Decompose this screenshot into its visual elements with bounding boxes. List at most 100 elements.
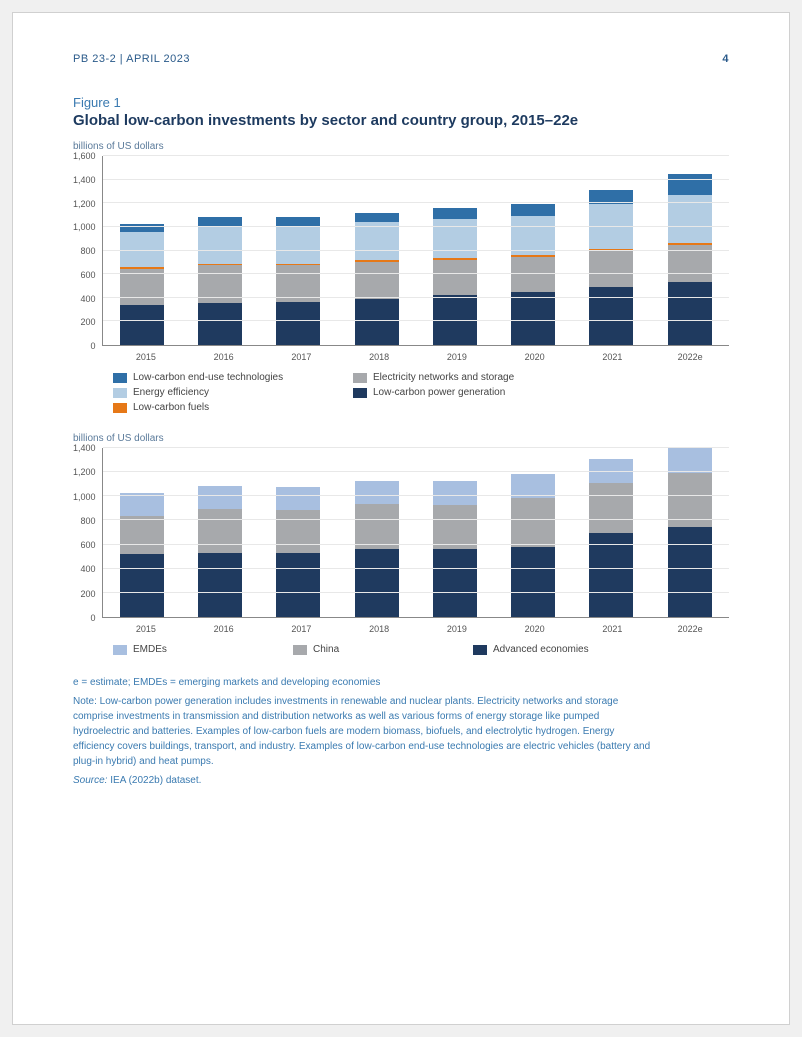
legend-label: EMDEs: [133, 644, 167, 655]
notes-body: Note: Low-carbon power generation includ…: [73, 694, 653, 769]
bar: [276, 487, 320, 617]
chart1-legend: Low-carbon end-use technologiesElectrici…: [113, 372, 653, 413]
chart2-y-axis: 1,4001,2001,0008006004002000: [73, 448, 102, 618]
bar-segment: [276, 510, 320, 553]
legend-swatch: [113, 645, 127, 655]
page-number: 4: [722, 53, 729, 65]
chart2-x-axis: 20152016201720182019202020212022e: [107, 624, 729, 634]
x-tick-label: 2020: [513, 624, 557, 634]
legend-label: China: [313, 644, 339, 655]
page-header: PB 23-2 | APRIL 2023 4: [73, 53, 729, 65]
bar-segment: [276, 226, 320, 264]
legend-swatch: [113, 373, 127, 383]
source-text: IEA (2022b) dataset.: [107, 775, 201, 786]
legend-swatch: [293, 645, 307, 655]
legend-item: Low-carbon fuels: [113, 402, 333, 413]
document-page: PB 23-2 | APRIL 2023 4 Figure 1 Global l…: [12, 12, 790, 1025]
chart2-plot: [102, 448, 729, 618]
bar: [120, 493, 164, 617]
grid-line: [103, 179, 729, 180]
grid-line: [103, 544, 729, 545]
chart2-y-label: billions of US dollars: [73, 433, 729, 444]
bar-segment: [511, 547, 555, 617]
bar-segment: [355, 299, 399, 345]
bar: [355, 213, 399, 345]
legend-label: Low-carbon end-use technologies: [133, 372, 283, 383]
bar-segment: [511, 204, 555, 216]
x-tick-label: 2017: [279, 352, 323, 362]
legend-swatch: [353, 373, 367, 383]
grid-line: [103, 447, 729, 448]
bar-segment: [589, 533, 633, 617]
bar-segment: [120, 493, 164, 516]
bar-segment: [433, 549, 477, 617]
grid-line: [103, 471, 729, 472]
x-tick-label: 2016: [202, 352, 246, 362]
x-tick-label: 2021: [590, 352, 634, 362]
bar: [589, 459, 633, 617]
x-tick-label: 2016: [202, 624, 246, 634]
figure-title: Global low-carbon investments by sector …: [73, 112, 729, 129]
bar-segment: [589, 483, 633, 533]
grid-line: [103, 273, 729, 274]
grid-line: [103, 297, 729, 298]
bar-segment: [511, 257, 555, 291]
legend-item: Low-carbon end-use technologies: [113, 372, 333, 383]
bar-segment: [276, 217, 320, 225]
bar-segment: [589, 251, 633, 287]
grid-line: [103, 568, 729, 569]
x-tick-label: 2021: [590, 624, 634, 634]
bar-segment: [433, 505, 477, 549]
x-tick-label: 2022e: [668, 624, 712, 634]
bar-segment: [276, 302, 320, 345]
legend-label: Energy efficiency: [133, 387, 209, 398]
chart2: 1,4001,2001,0008006004002000: [73, 448, 729, 618]
bar: [120, 224, 164, 345]
bar: [276, 217, 320, 345]
chart1-x-axis: 20152016201720182019202020212022e: [107, 352, 729, 362]
bar-segment: [355, 262, 399, 299]
x-tick-label: 2022e: [668, 352, 712, 362]
chart1-plot: [102, 156, 729, 346]
notes-abbrev: e = estimate; EMDEs = emerging markets a…: [73, 675, 653, 690]
bar-segment: [433, 481, 477, 505]
notes-source: Source: IEA (2022b) dataset.: [73, 773, 653, 788]
grid-line: [103, 226, 729, 227]
bar: [433, 481, 477, 617]
bar-segment: [433, 208, 477, 219]
bar-segment: [120, 269, 164, 305]
legend-item: Energy efficiency: [113, 387, 333, 398]
bar-segment: [511, 292, 555, 345]
header-left: PB 23-2 | APRIL 2023: [73, 53, 190, 65]
chart1-y-label: billions of US dollars: [73, 141, 729, 152]
bar-segment: [355, 481, 399, 504]
x-tick-label: 2017: [279, 624, 323, 634]
bar-segment: [198, 217, 242, 225]
bar-segment: [198, 509, 242, 553]
chart1-y-axis: 1,6001,4001,2001,0008006004002000: [73, 156, 102, 346]
bar-segment: [198, 226, 242, 264]
bar-segment: [198, 303, 242, 345]
bar-segment: [276, 553, 320, 617]
bar: [198, 217, 242, 345]
legend-swatch: [353, 388, 367, 398]
chart1: 1,6001,4001,2001,0008006004002000: [73, 156, 729, 346]
x-tick-label: 2018: [357, 624, 401, 634]
bar-segment: [668, 527, 712, 617]
bar-segment: [355, 549, 399, 617]
bar-segment: [433, 219, 477, 258]
bar-segment: [589, 287, 633, 345]
grid-line: [103, 155, 729, 156]
bar-segment: [668, 282, 712, 345]
bar: [198, 486, 242, 617]
bar: [668, 174, 712, 345]
bar-segment: [198, 486, 242, 509]
bar-segment: [198, 553, 242, 617]
grid-line: [103, 250, 729, 251]
x-tick-label: 2019: [435, 624, 479, 634]
bar-segment: [276, 487, 320, 510]
grid-line: [103, 592, 729, 593]
bar-segment: [511, 498, 555, 547]
bar-segment: [120, 305, 164, 345]
legend-item: Advanced economies: [473, 644, 633, 655]
